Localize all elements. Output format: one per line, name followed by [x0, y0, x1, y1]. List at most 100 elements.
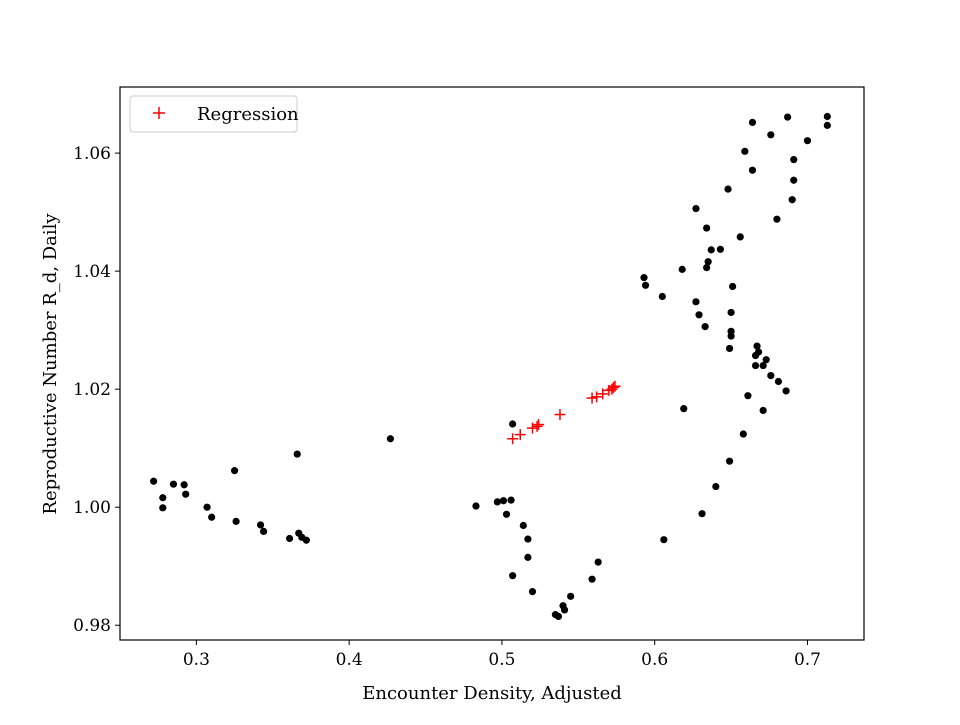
y-tick-label: 0.98 — [73, 616, 111, 636]
data-point — [744, 392, 752, 400]
data-point — [767, 131, 775, 139]
legend-marker-plus — [153, 107, 165, 119]
data-point — [641, 281, 650, 289]
data-point — [560, 606, 569, 614]
data-point — [727, 308, 735, 317]
data-point — [302, 536, 310, 544]
data-point — [707, 246, 715, 254]
x-tick-label: 0.5 — [488, 650, 515, 670]
data-point — [159, 494, 167, 502]
y-tick-label: 1.06 — [73, 144, 111, 164]
data-marks — [150, 112, 831, 620]
data-point — [208, 513, 216, 521]
data-point — [773, 215, 781, 223]
data-point — [790, 176, 798, 184]
data-point — [741, 147, 749, 155]
y-tick-label: 1.00 — [73, 498, 111, 518]
data-point — [739, 430, 747, 438]
plot-frame — [119, 86, 865, 641]
x-tick-label: 0.6 — [641, 650, 668, 670]
data-point — [729, 282, 737, 291]
data-point — [759, 361, 767, 370]
data-point — [784, 113, 792, 121]
y-tick-label: 1.04 — [73, 262, 111, 282]
data-point — [712, 482, 720, 491]
data-point — [519, 521, 527, 530]
data-point — [524, 553, 532, 561]
data-point — [660, 536, 668, 544]
regression-point — [531, 420, 543, 432]
data-point — [774, 377, 783, 386]
data-point — [658, 292, 666, 301]
data-point — [695, 311, 703, 319]
data-point — [507, 496, 515, 504]
data-point — [528, 588, 537, 596]
data-point — [182, 490, 190, 498]
regression-point — [586, 392, 598, 404]
data-point — [232, 517, 240, 525]
data-point — [803, 137, 812, 145]
data-point — [493, 498, 501, 506]
data-point — [725, 344, 734, 353]
legend: Regression — [129, 95, 299, 133]
x-tick-label: 0.4 — [336, 650, 363, 670]
data-point — [754, 348, 763, 356]
data-point — [762, 356, 770, 364]
data-point — [159, 504, 167, 512]
data-point — [509, 420, 517, 428]
legend-label-regression: Regression — [197, 104, 299, 125]
data-point — [285, 534, 294, 543]
data-point — [692, 298, 700, 306]
data-point — [753, 342, 761, 350]
data-point — [692, 204, 700, 213]
data-point — [823, 121, 831, 129]
y-tick-label: 1.02 — [73, 380, 111, 400]
data-point — [703, 224, 711, 232]
data-point — [509, 572, 517, 580]
data-point — [751, 361, 760, 370]
data-point — [293, 450, 301, 458]
data-point — [701, 323, 709, 331]
data-point — [499, 497, 508, 505]
regression-point — [597, 388, 609, 400]
data-point — [823, 112, 831, 121]
data-point — [748, 118, 757, 127]
data-point — [727, 332, 735, 340]
data-point — [502, 510, 511, 518]
data-point — [203, 503, 211, 511]
data-point — [698, 510, 706, 518]
data-point — [567, 592, 575, 600]
x-tick-label: 0.7 — [794, 650, 821, 670]
data-point — [680, 405, 688, 413]
data-point — [472, 502, 480, 510]
regression-point — [533, 419, 545, 431]
data-point — [180, 481, 188, 489]
data-point — [150, 477, 158, 485]
data-point — [767, 371, 775, 380]
data-point — [260, 527, 268, 536]
x-tick-label: 0.3 — [183, 650, 210, 670]
regression-point — [609, 380, 621, 392]
data-point — [788, 196, 796, 204]
regression-point — [526, 422, 538, 434]
regression-point — [607, 381, 619, 393]
data-point — [759, 406, 767, 415]
y-axis-label: Reproductive Number R_d, Daily — [40, 213, 61, 515]
data-point — [748, 166, 757, 174]
regression-point — [507, 433, 519, 445]
data-point — [594, 558, 602, 566]
data-point — [588, 575, 596, 583]
data-point — [678, 265, 686, 273]
data-point — [386, 435, 395, 443]
regression-point — [554, 409, 566, 421]
data-point — [704, 258, 712, 266]
data-point — [736, 233, 744, 241]
data-point — [703, 263, 711, 272]
data-point — [725, 457, 734, 465]
data-point — [256, 521, 265, 529]
x-axis-label: Encounter Density, Adjusted — [362, 683, 622, 704]
data-point — [554, 612, 563, 620]
legend-box — [129, 95, 298, 133]
